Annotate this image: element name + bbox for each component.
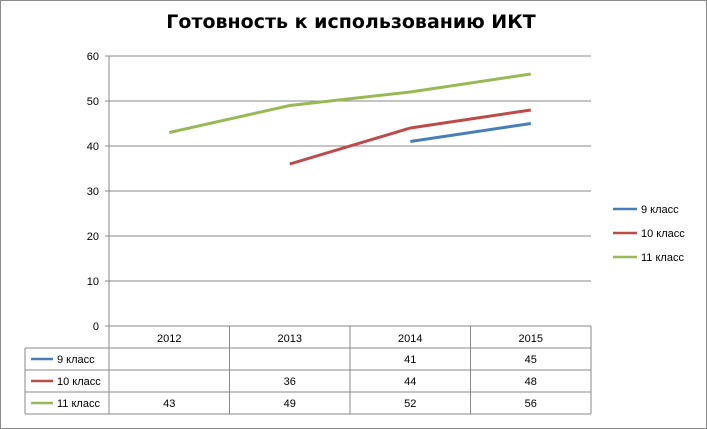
x-tick-label: 2013	[278, 333, 302, 345]
x-tick-label: 2012	[157, 333, 181, 345]
table-value: 56	[525, 398, 537, 410]
y-tick-label: 40	[87, 141, 99, 153]
x-tick-label: 2014	[398, 333, 422, 345]
y-tick-label: 10	[87, 276, 99, 288]
table-value: 52	[404, 398, 416, 410]
table-series-label: 11 класс	[57, 398, 100, 410]
series-line	[168, 72, 532, 134]
legend-label: 11 класс	[641, 252, 684, 264]
legend-label: 10 класс	[641, 228, 685, 240]
y-tick-label: 30	[87, 186, 99, 198]
table-value: 44	[404, 376, 416, 388]
y-tick-label: 60	[87, 51, 99, 63]
x-tick-label: 2015	[519, 333, 543, 345]
table-value: 36	[284, 376, 296, 388]
y-tick-label: 20	[87, 231, 99, 243]
table-value: 41	[404, 354, 416, 366]
series-line	[410, 122, 532, 143]
y-tick-label: 50	[87, 96, 99, 108]
table-series-label: 9 класс	[57, 354, 95, 366]
legend-label: 9 класс	[641, 204, 679, 216]
series-line	[289, 108, 532, 166]
table-value: 45	[525, 354, 537, 366]
y-tick-label: 0	[93, 321, 99, 333]
table-series-label: 10 класс	[57, 376, 101, 388]
table-value: 48	[525, 376, 537, 388]
table-value: 43	[163, 398, 175, 410]
chart-title: Готовность к использованию ИКТ	[166, 11, 536, 33]
table-value: 49	[284, 398, 296, 410]
